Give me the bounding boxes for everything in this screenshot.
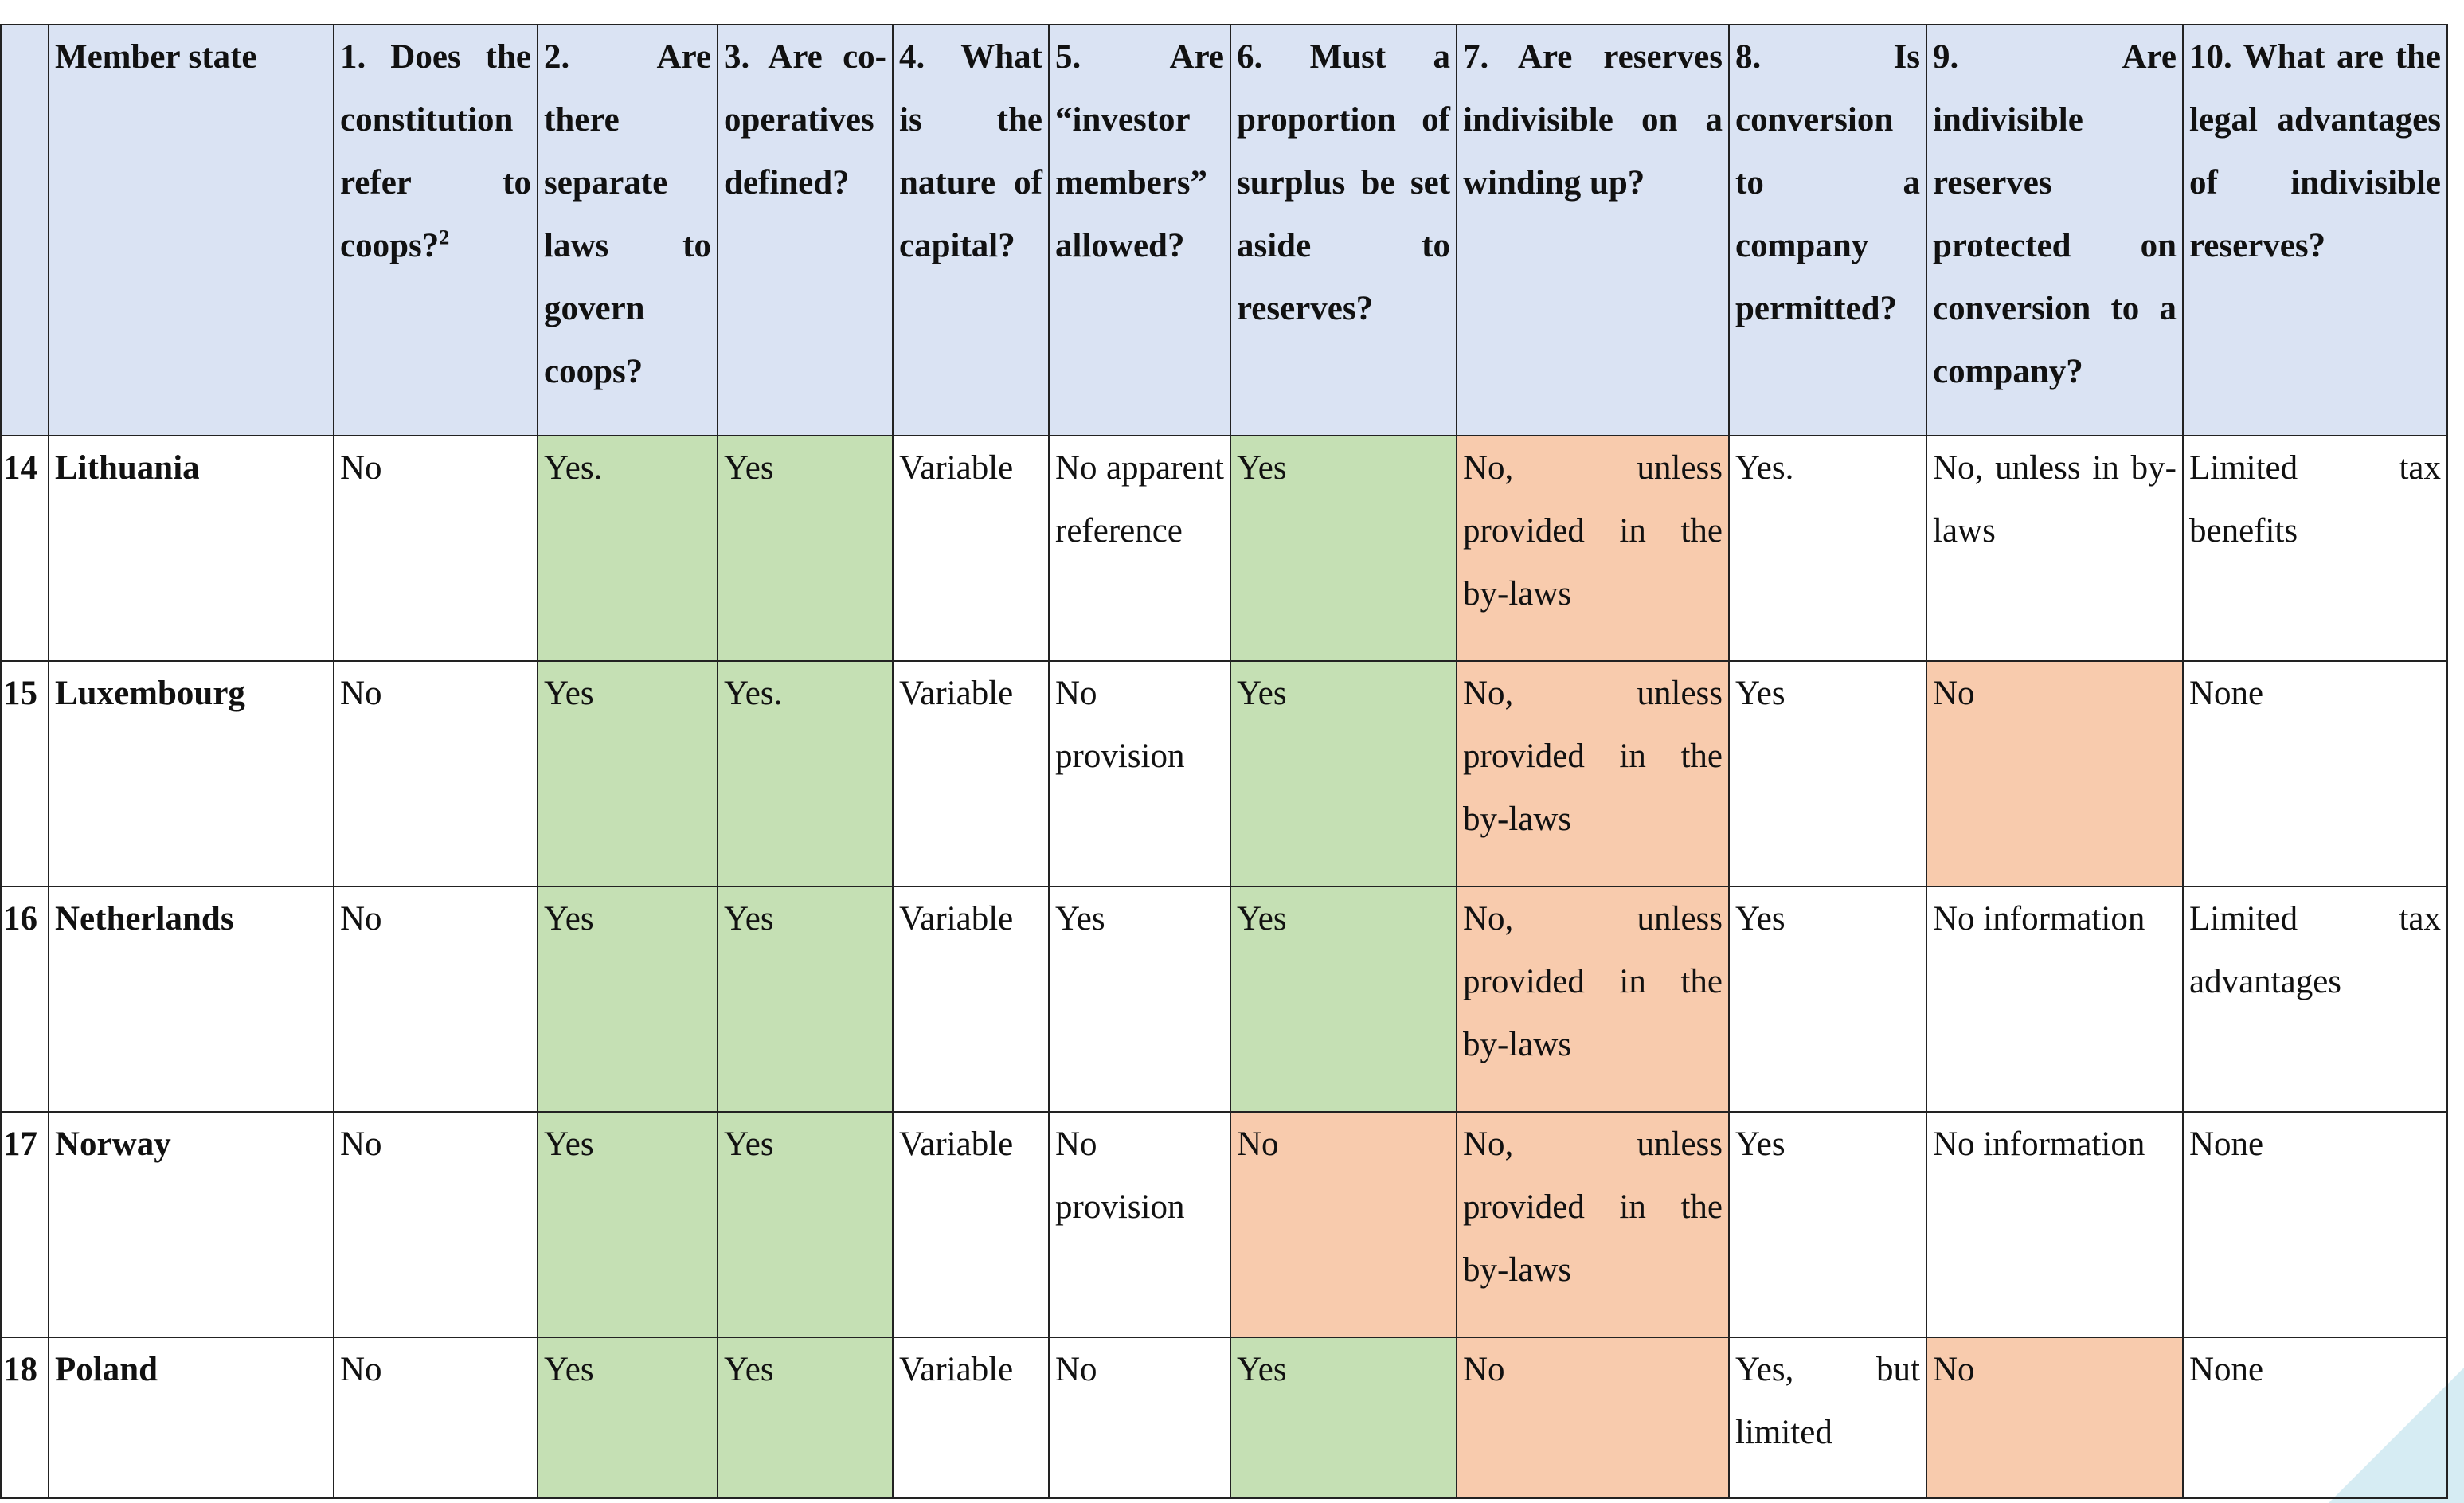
row-number: 16 xyxy=(0,886,49,1113)
cell-q8: Yes. xyxy=(1728,435,1927,662)
cell-q2: Yes. xyxy=(537,435,718,662)
cell-q7: No, unless provided in the by-laws xyxy=(1456,660,1730,887)
cell-q9: No xyxy=(1926,660,2184,887)
header-q2: 2. Are there separate laws to govern coo… xyxy=(537,24,718,436)
cell-q3: Yes xyxy=(717,1111,894,1338)
cell-q9: No information xyxy=(1926,886,2184,1113)
cell-q7: No, unless provided in the by-laws xyxy=(1456,1111,1730,1338)
cell-q2: Yes xyxy=(537,1111,718,1338)
cell-q5: Yes xyxy=(1048,886,1231,1113)
table-row: 17 Norway No Yes Yes Variable No provisi… xyxy=(0,1111,2448,1338)
cell-q6: Yes xyxy=(1230,435,1457,662)
header-q6: 6. Must a proportion of surplus be set a… xyxy=(1230,24,1457,436)
cell-q2: Yes xyxy=(537,886,718,1113)
header-row: Member state 1. Does the constitution re… xyxy=(0,24,2448,436)
cell-q8: Yes xyxy=(1728,886,1927,1113)
table-row: 16 Netherlands No Yes Yes Variable Yes Y… xyxy=(0,886,2448,1113)
cell-q7: No xyxy=(1456,1337,1730,1499)
header-number xyxy=(0,24,49,436)
cell-q5: No provision xyxy=(1048,1111,1231,1338)
table-row: 14 Lithuania No Yes. Yes Variable No app… xyxy=(0,435,2448,662)
cell-q10: None xyxy=(2182,660,2448,887)
row-number: 14 xyxy=(0,435,49,662)
header-q1-text: 1. Does the constitution refer to coops? xyxy=(340,38,531,264)
table-row: 18 Poland No Yes Yes Variable No Yes No … xyxy=(0,1337,2448,1499)
member-state: Lithuania xyxy=(48,435,334,662)
header-q8: 8. Is conversion to a company permitted? xyxy=(1728,24,1927,436)
cell-q1: No xyxy=(333,1337,538,1499)
cell-q3: Yes xyxy=(717,886,894,1113)
cell-q2: Yes xyxy=(537,1337,718,1499)
cell-q1: No xyxy=(333,886,538,1113)
header-q3: 3. Are co-operatives defined? xyxy=(717,24,894,436)
cell-q4: Variable xyxy=(892,660,1050,887)
header-member-state: Member state xyxy=(48,24,334,436)
cell-q6: Yes xyxy=(1230,886,1457,1113)
cell-q5: No provision xyxy=(1048,660,1231,887)
cell-q1: No xyxy=(333,660,538,887)
cell-q3: Yes. xyxy=(717,660,894,887)
cell-q3: Yes xyxy=(717,1337,894,1499)
cell-q6: No xyxy=(1230,1111,1457,1338)
cell-q10: None xyxy=(2182,1337,2448,1499)
footnote-marker: 2 xyxy=(439,225,450,249)
header-q7: 7. Are reserves indivisible on a winding… xyxy=(1456,24,1730,436)
cell-q8: Yes, but limited xyxy=(1728,1337,1927,1499)
cell-q1: No xyxy=(333,1111,538,1338)
cell-q5: No apparent reference xyxy=(1048,435,1231,662)
cell-q9: No, unless in by-laws xyxy=(1926,435,2184,662)
header-q4: 4. What is the nature of capital? xyxy=(892,24,1050,436)
cell-q9: No xyxy=(1926,1337,2184,1499)
cell-q1: No xyxy=(333,435,538,662)
cell-q7: No, unless provided in the by-laws xyxy=(1456,886,1730,1113)
member-state: Luxembourg xyxy=(48,660,334,887)
header-q10: 10. What are the legal advantages of ind… xyxy=(2182,24,2448,436)
cell-q4: Variable xyxy=(892,1111,1050,1338)
header-q5: 5. Are “investor members” allowed? xyxy=(1048,24,1231,436)
cell-q8: Yes xyxy=(1728,660,1927,887)
member-state: Norway xyxy=(48,1111,334,1338)
cell-q2: Yes xyxy=(537,660,718,887)
row-number: 15 xyxy=(0,660,49,887)
cell-q6: Yes xyxy=(1230,1337,1457,1499)
row-number: 17 xyxy=(0,1111,49,1338)
cell-q10: Limited tax benefits xyxy=(2182,435,2448,662)
header-q1: 1. Does the constitution refer to coops?… xyxy=(333,24,538,436)
cell-q9: No information xyxy=(1926,1111,2184,1338)
cell-q10: Limited tax advantages xyxy=(2182,886,2448,1113)
cell-q8: Yes xyxy=(1728,1111,1927,1338)
cell-q7: No, unless provided in the by-laws xyxy=(1456,435,1730,662)
member-state: Poland xyxy=(48,1337,334,1499)
table-row: 15 Luxembourg No Yes Yes. Variable No pr… xyxy=(0,660,2448,887)
cell-q4: Variable xyxy=(892,435,1050,662)
cell-q5: No xyxy=(1048,1337,1231,1499)
cooperative-law-table: Member state 1. Does the constitution re… xyxy=(0,24,2448,1499)
cell-q4: Variable xyxy=(892,1337,1050,1499)
cell-q6: Yes xyxy=(1230,660,1457,887)
cell-q3: Yes xyxy=(717,435,894,662)
row-number: 18 xyxy=(0,1337,49,1499)
header-q9: 9. Are indivisible reserves protected on… xyxy=(1926,24,2184,436)
cell-q4: Variable xyxy=(892,886,1050,1113)
member-state: Netherlands xyxy=(48,886,334,1113)
cell-q10: None xyxy=(2182,1111,2448,1338)
